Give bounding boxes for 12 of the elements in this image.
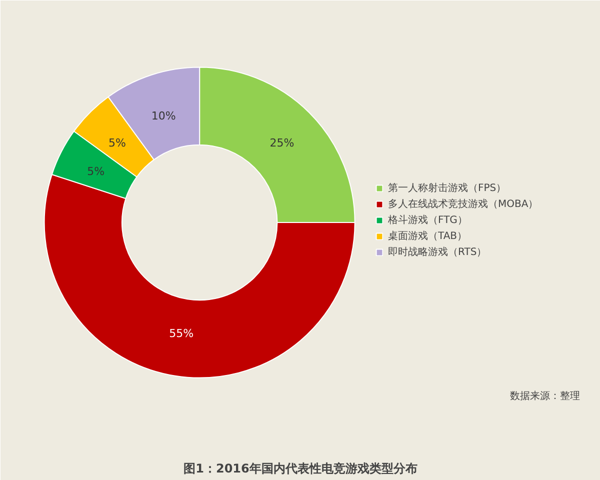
data-label: 25%	[270, 136, 294, 150]
data-label: 5%	[87, 165, 105, 178]
source-note: 数据来源：整理	[510, 390, 580, 402]
data-label: 10%	[151, 109, 176, 122]
legend-label: 多人在线战术竞技游戏（MOBA）	[388, 198, 538, 211]
text: 图1：2016年国内代表性电竞游戏类型分布	[184, 462, 418, 476]
data-label: 55%	[169, 326, 194, 340]
legend-label: 第一人称射击游戏（FPS）	[388, 182, 506, 195]
legend-label: 桌面游戏（TAB）	[388, 230, 468, 243]
legend-label: 格斗游戏（FTG）	[388, 214, 468, 227]
data-label: 5%	[108, 136, 126, 150]
legend-label: 即时战略游戏（RTS）	[388, 246, 487, 259]
